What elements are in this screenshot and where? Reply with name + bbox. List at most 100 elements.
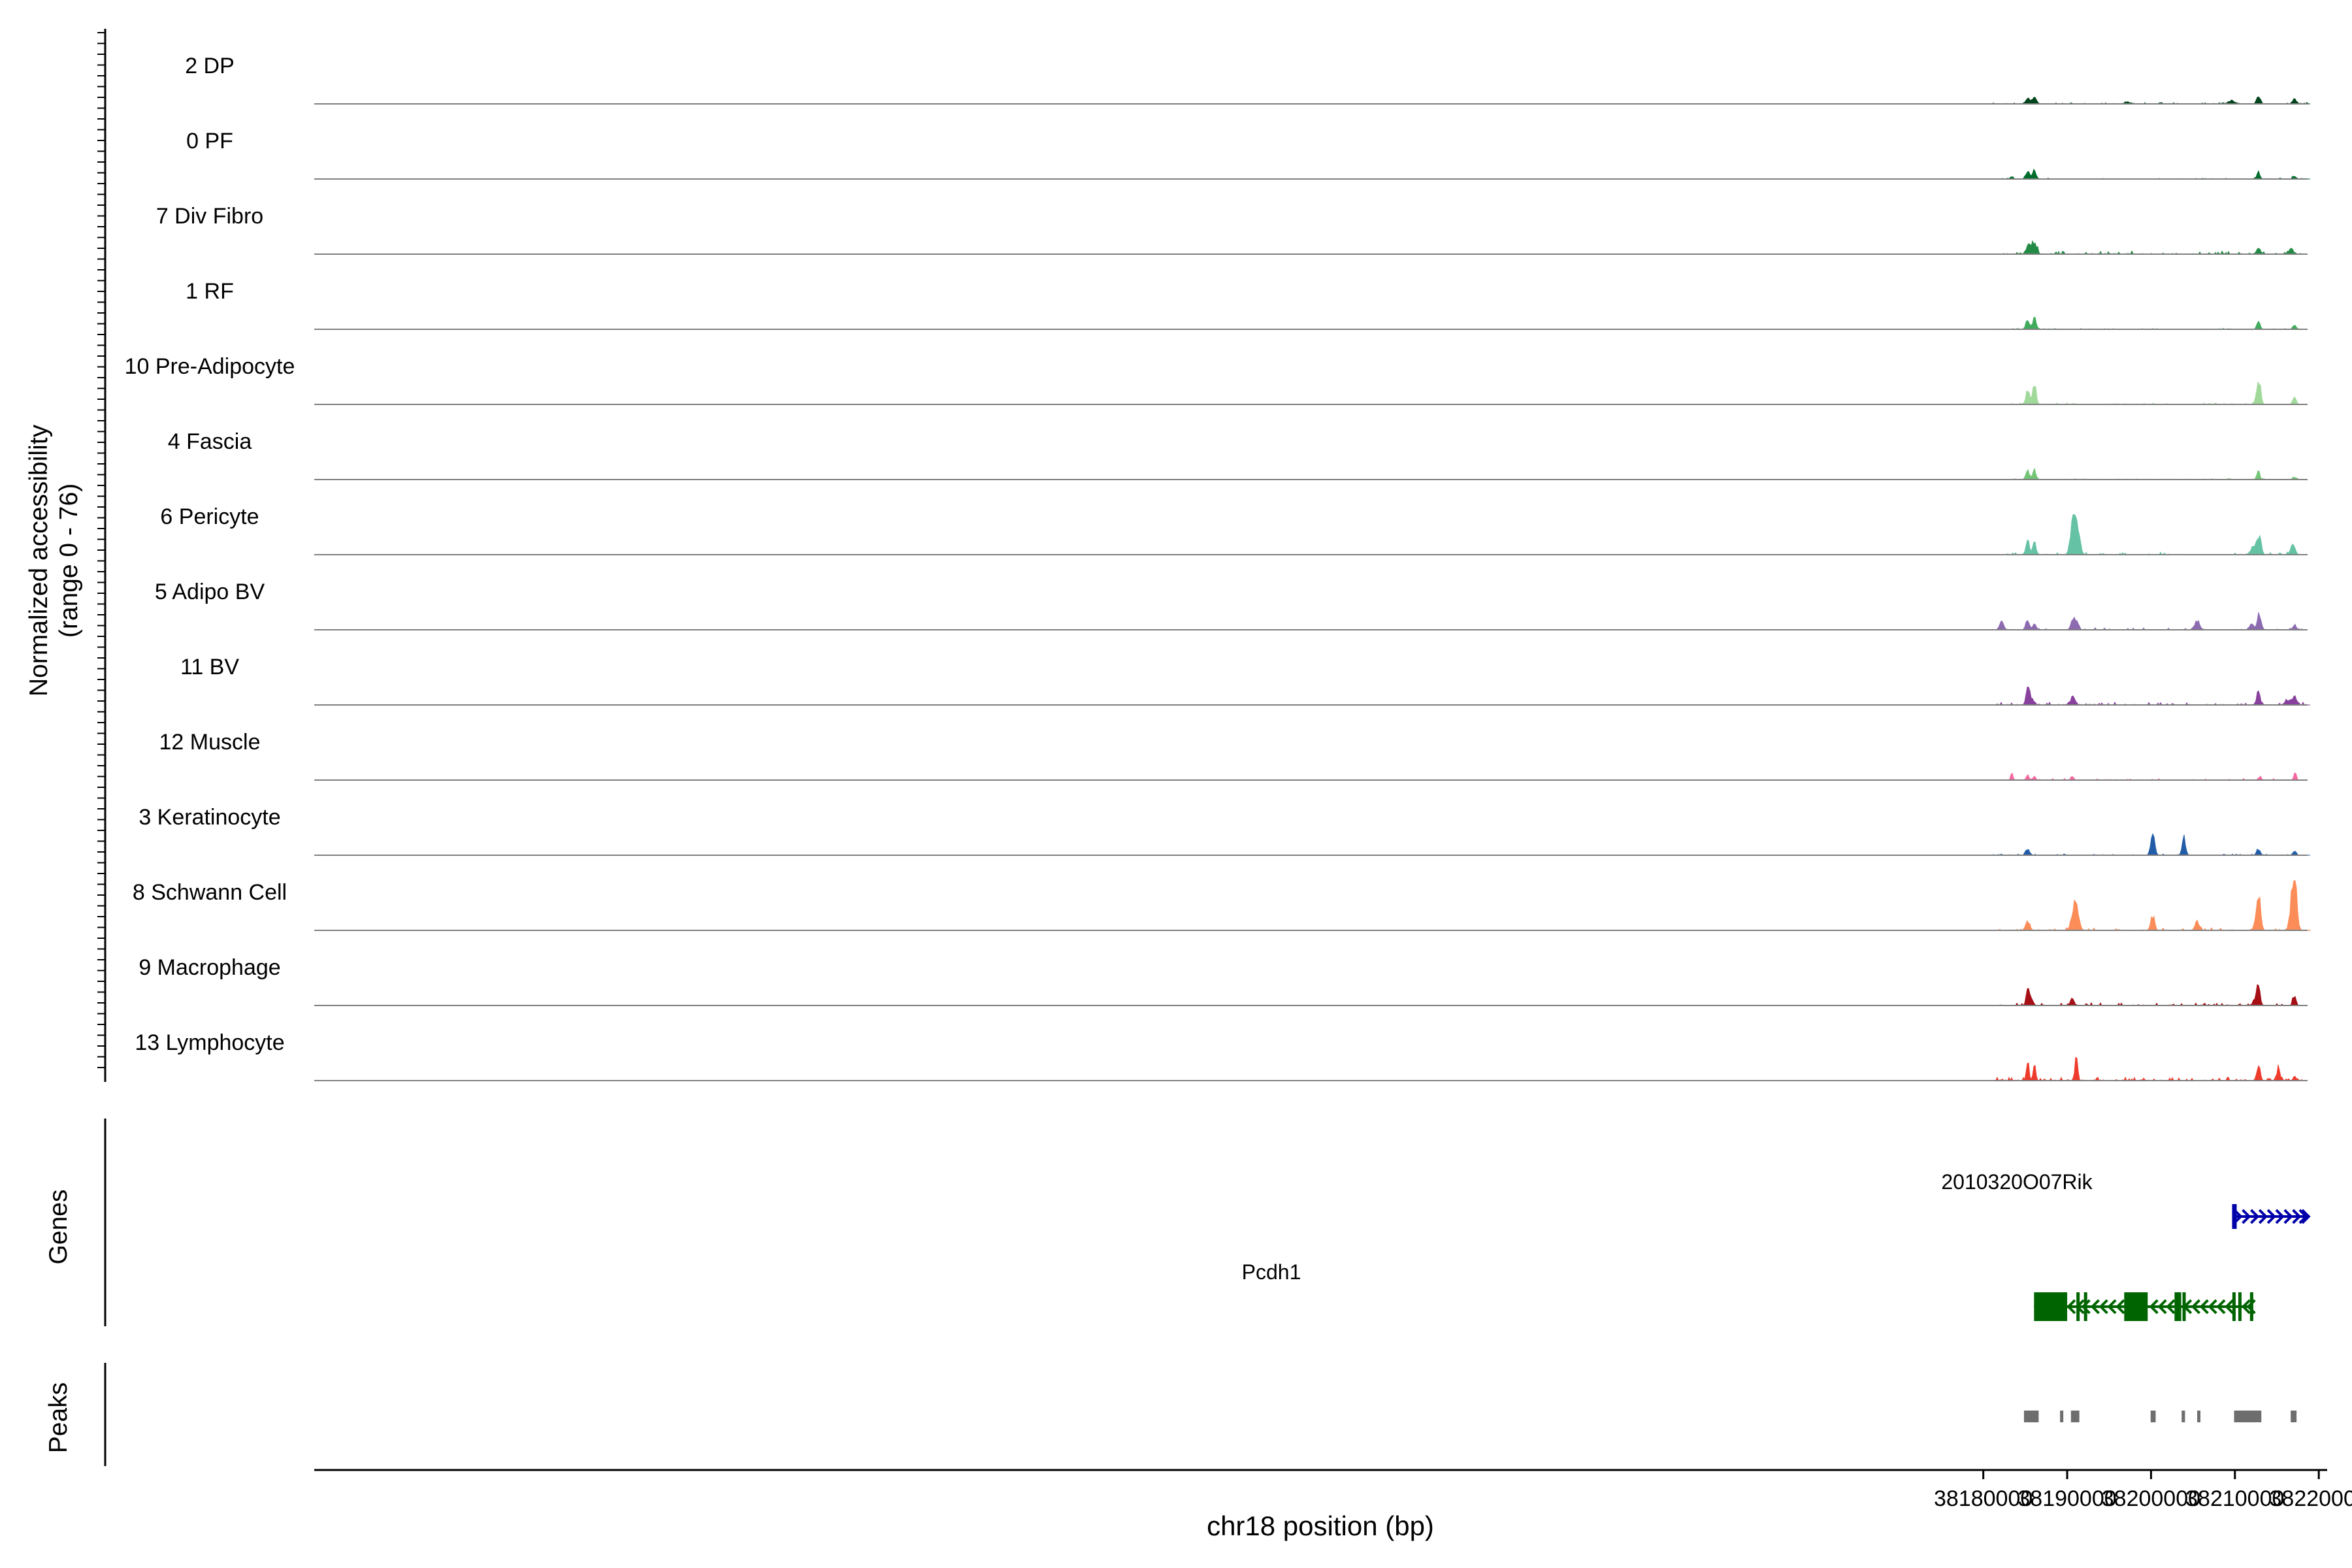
coverage-tracks: 2 DP 0 PF 7 Div Fibro 1 RF 10 Pre-Adipocyte 4… (125, 54, 2311, 1082)
peak-region (2291, 1411, 2297, 1422)
track-label: 7 Div Fibro (156, 204, 263, 229)
x-axis-ticks: 3818000038190000382000003821000038220000 (1934, 1470, 2352, 1511)
y-axis-title-line1: Normalized accessibility (25, 424, 53, 696)
x-tick-label: 38180000 (1934, 1486, 2033, 1511)
peaks-panel-label: Peaks (44, 1382, 73, 1453)
peaks-track (2023, 1411, 2297, 1422)
coverage-area (2000, 514, 2302, 555)
peak-region (2234, 1411, 2262, 1422)
strand-arrow (2199, 1299, 2209, 1315)
strand-arrow (2157, 1299, 2167, 1315)
strand-arrow (2225, 1299, 2234, 1315)
coverage-track: 12 Muscle (159, 730, 2308, 781)
gene-exon (2249, 1292, 2253, 1321)
strand-arrow (2107, 1299, 2117, 1315)
strand-arrow (2208, 1299, 2217, 1315)
strand-arrow (2266, 1209, 2276, 1224)
coverage-area (1992, 1056, 2302, 1082)
strand-arrow (2075, 1299, 2085, 1315)
genes-panel-label: Genes (44, 1190, 73, 1265)
coverage-track: 2 DP (185, 54, 2310, 105)
coverage-area (1991, 96, 2310, 105)
track-label: 4 Fascia (168, 429, 252, 454)
strand-arrow (2275, 1209, 2285, 1224)
peak-region (2070, 1411, 2080, 1422)
coverage-track: 9 Macrophage (139, 955, 2308, 1007)
track-label: 3 Keratinocyte (139, 805, 280, 830)
track-label: 11 BV (180, 655, 239, 679)
gene-exon (2238, 1292, 2242, 1321)
strand-arrow (2090, 1299, 2100, 1315)
strand-arrow (2283, 1209, 2293, 1224)
coverage-area (1992, 240, 2302, 255)
coverage-track: 13 Lymphocyte (135, 1030, 2308, 1082)
strand-arrow (2216, 1299, 2226, 1315)
coverage-area (1991, 612, 2302, 630)
gene-2010320o07rik: 2010320O07Rik (1941, 1170, 2311, 1229)
peak-region (2023, 1411, 2039, 1422)
coverage-area (2008, 381, 2302, 405)
gene-exon (2232, 1204, 2237, 1229)
strand-arrow (2166, 1299, 2176, 1315)
gene-annotation-track: 2010320O07Rik Pcdh1 (1242, 1170, 2311, 1321)
strand-arrow (2191, 1299, 2201, 1315)
x-tick-label: 38210000 (2185, 1486, 2284, 1511)
track-label: 2 DP (185, 54, 235, 78)
coverage-area (1999, 317, 2302, 330)
coverage-area (1995, 686, 2310, 706)
coverage-track: 6 Pericyte (160, 504, 2308, 555)
strand-arrow (2099, 1299, 2108, 1315)
coverage-area (1991, 832, 2310, 856)
coverage-track: 5 Adipo BV (155, 580, 2308, 630)
gene-pcdh1: Pcdh1 (1242, 1260, 2256, 1321)
track-label: 8 Schwann Cell (133, 880, 287, 905)
coverage-area (1995, 984, 2298, 1007)
y-axis-title: Normalized accessibility (range 0 - 76) (25, 424, 83, 696)
strand-arrow (2250, 1209, 2260, 1224)
strand-arrow (2301, 1209, 2311, 1224)
track-label: 1 RF (186, 279, 234, 304)
coverage-track: 8 Schwann Cell (133, 880, 2311, 931)
track-label: 9 Macrophage (139, 955, 280, 980)
track-label: 6 Pericyte (160, 504, 259, 529)
track-label: 13 Lymphocyte (135, 1030, 284, 1055)
strand-arrow (2115, 1299, 2125, 1315)
strand-arrow (2233, 1209, 2243, 1224)
coverage-track: 11 BV (180, 655, 2310, 706)
coverage-track: 0 PF (186, 129, 2310, 180)
gene-exon (2232, 1292, 2236, 1321)
strand-arrow (2292, 1209, 2302, 1224)
peak-region (2197, 1411, 2201, 1422)
coverage-track: 1 RF (186, 279, 2308, 330)
track-label: 0 PF (186, 129, 233, 154)
coverage-area (2008, 467, 2302, 480)
x-tick-label: 38200000 (2102, 1486, 2200, 1511)
peak-region (2060, 1411, 2064, 1422)
coverage-track: 3 Keratinocyte (139, 805, 2310, 856)
gene-exon (2124, 1292, 2148, 1321)
peak-region (2181, 1411, 2185, 1422)
strand-arrow (2258, 1209, 2268, 1224)
track-label: 10 Pre-Adipocyte (125, 354, 295, 379)
strand-arrow (2081, 1299, 2091, 1315)
gene-exon (2083, 1292, 2087, 1321)
coverage-track: 4 Fascia (168, 429, 2308, 480)
x-tick-label: 38220000 (2270, 1486, 2352, 1511)
x-axis-title: chr18 position (bp) (1207, 1511, 1434, 1541)
peak-region (2150, 1411, 2156, 1422)
y-axis-ticks (97, 32, 105, 1068)
strand-arrow (2149, 1299, 2159, 1315)
coverage-track: 7 Div Fibro (156, 204, 2308, 255)
coverage-area (1991, 880, 2311, 931)
gene-label: 2010320O07Rik (1941, 1170, 2093, 1194)
coverage-area (2008, 772, 2298, 781)
gene-label: Pcdh1 (1242, 1260, 1301, 1284)
track-label: 5 Adipo BV (155, 580, 265, 604)
coverage-area (1999, 168, 2310, 180)
strand-arrow (2246, 1299, 2256, 1315)
strand-arrow (2298, 1209, 2308, 1224)
strand-arrow (2182, 1299, 2193, 1315)
gene-exon (2174, 1292, 2181, 1321)
x-tick-label: 38190000 (2017, 1486, 2116, 1511)
